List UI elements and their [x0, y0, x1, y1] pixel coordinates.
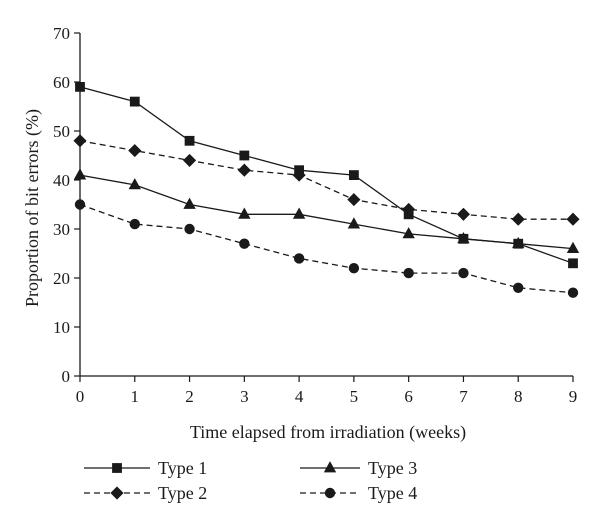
legend-marker: [112, 463, 122, 473]
y-tick-label: 10: [53, 318, 70, 337]
data-point: [403, 267, 414, 279]
data-point: [129, 96, 140, 107]
data-point: [184, 135, 195, 146]
data-point: [129, 218, 140, 230]
data-point: [347, 217, 361, 229]
data-point: [458, 267, 469, 279]
x-tick-label: 2: [185, 387, 194, 406]
x-tick-label: 4: [295, 387, 304, 406]
data-point: [566, 212, 580, 226]
x-tick-label: 5: [350, 387, 359, 406]
x-axis-title: Time elapsed from irradiation (weeks): [190, 422, 466, 443]
y-axis-title: Proportion of bit errors (%): [22, 109, 43, 307]
data-point: [348, 170, 359, 181]
legend: Type 1 Type 2 Type 3 Type 4: [84, 458, 417, 503]
data-point: [292, 168, 306, 182]
series-2: [73, 134, 580, 226]
series-3: [73, 168, 580, 254]
data-point: [567, 287, 579, 298]
data-point: [74, 199, 86, 210]
y-tick-label: 60: [53, 73, 70, 92]
series-line: [79, 203, 574, 294]
y-tick-label: 70: [53, 24, 70, 43]
data-point: [73, 134, 87, 148]
x-tick-label: 1: [131, 387, 140, 406]
data-point: [456, 207, 471, 221]
legend-item: Type 2: [84, 483, 207, 503]
legend-marker: [324, 487, 336, 499]
data-point: [75, 82, 85, 92]
legend-item: Type 4: [300, 483, 417, 503]
data-point: [184, 223, 195, 235]
data-point: [237, 163, 251, 177]
y-tick-label: 30: [53, 220, 70, 239]
legend-marker: [110, 486, 124, 500]
data-point: [239, 150, 250, 161]
data-point: [292, 207, 306, 219]
y-tick-label: 50: [53, 122, 70, 141]
axes: 0 10 20 30 40 50 60 70 0 1 2 3 4 5 6 7 8 9: [53, 24, 577, 406]
data-point: [183, 197, 196, 209]
series-1: [75, 82, 578, 269]
legend-label: Type 1: [158, 458, 207, 478]
y-tick-label: 0: [62, 367, 71, 386]
data-point: [512, 236, 525, 249]
data-point: [182, 153, 197, 167]
data-point: [239, 238, 250, 249]
legend-label: Type 3: [368, 458, 417, 478]
data-point: [293, 253, 305, 264]
series-line: [79, 174, 574, 250]
data-point: [73, 168, 87, 180]
series-4: [74, 199, 579, 298]
data-point: [457, 231, 470, 244]
data-point: [347, 193, 361, 207]
series-layer: [73, 82, 580, 298]
data-point: [566, 241, 580, 254]
y-tick-label: 20: [53, 269, 70, 288]
legend-item: Type 3: [300, 458, 417, 478]
legend-item: Type 1: [84, 458, 207, 478]
data-point: [402, 227, 415, 239]
x-tick-label: 8: [514, 387, 523, 406]
series-line: [79, 86, 574, 264]
data-point: [348, 263, 360, 274]
legend-marker: [323, 461, 337, 473]
data-point: [128, 178, 141, 190]
data-point: [238, 207, 251, 219]
data-point: [568, 258, 578, 269]
legend-label: Type 2: [158, 483, 207, 503]
x-tick-label: 7: [459, 387, 468, 406]
series-line: [79, 140, 573, 220]
data-point: [511, 212, 525, 226]
x-tick-label: 0: [76, 387, 85, 406]
data-point: [128, 144, 142, 158]
x-tick-label: 3: [240, 387, 249, 406]
y-tick-label: 40: [53, 171, 70, 190]
x-tick-label: 9: [569, 387, 578, 406]
x-tick-label: 6: [404, 387, 413, 406]
data-point: [513, 282, 524, 294]
data-point: [402, 202, 416, 216]
legend-label: Type 4: [368, 483, 417, 503]
